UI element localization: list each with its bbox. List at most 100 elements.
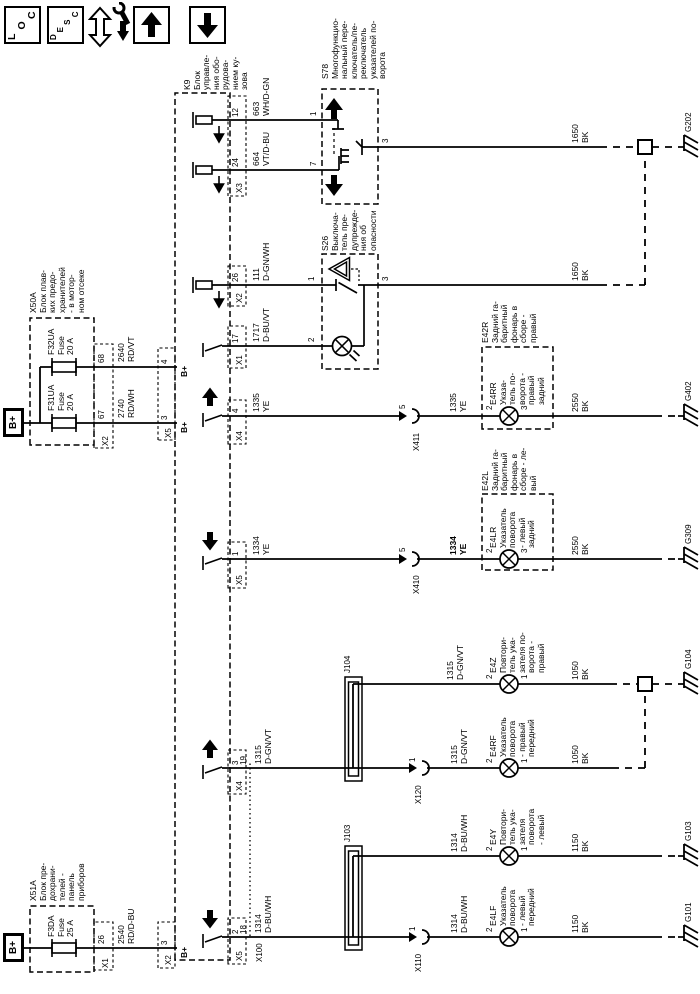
connector-label: X2 (235, 293, 244, 303)
pin-label: 2 (307, 337, 316, 342)
e42l-outline (481, 493, 554, 571)
pin-label: 1 (520, 846, 529, 851)
component-label-e4y: E4Y Повтори- тель ука- зателя поворота - … (488, 808, 546, 845)
pin-label: 1 (307, 276, 316, 281)
s78-switch-internals (322, 98, 378, 196)
pin-label: 3 (520, 548, 529, 553)
icon-letter: S (63, 19, 73, 25)
bplus-terminal: B+ (3, 933, 24, 962)
ground-label-g202: G202 (684, 112, 693, 132)
wire-label-1315: 1315 D-GN/VT (445, 645, 465, 680)
pin-label: 2 (485, 927, 494, 932)
hazard-triangle-icon (327, 256, 351, 282)
s26-switch-internals (322, 256, 378, 362)
connector-label: X5 (235, 951, 244, 961)
pin-label: 3 (520, 405, 529, 410)
icon-letter: L (6, 33, 18, 40)
wire-label-2540: 2540 RD/D-BU (116, 908, 136, 944)
wire-label-1314: 1314 D-BU/WH (449, 895, 469, 933)
wire-label-2640: 2640 RD/VT (116, 336, 136, 363)
pin-label: 3 (160, 940, 169, 945)
fuse-label-f3da: F3DA Fuse 25 A (46, 915, 75, 937)
pin-label: 5 (398, 404, 407, 409)
wire-label-1717: 1717 D-BU/VT (251, 308, 271, 342)
wires-solid (24, 119, 684, 949)
pin-label: 5 (398, 547, 407, 552)
pin-label: 1 (408, 926, 417, 931)
component-label-e4z: E4Z Повтори- тель ука- зателя по- ворота … (488, 632, 546, 673)
connector-label-x110: X110 (414, 953, 423, 972)
wire-label-1315: 1315 D-GN/VT (449, 729, 469, 764)
bplus-terminal: B+ (3, 408, 24, 437)
splice-icons (637, 139, 653, 692)
x51a-outline (29, 905, 95, 973)
adjust-view-icon (87, 0, 131, 48)
bplus-label: B+ (179, 365, 189, 377)
turn-direction-arrow-icons (202, 387, 218, 929)
wire-label-1050: 1050 BK (570, 745, 590, 764)
pin-label: 1 (520, 674, 529, 679)
pin-label: 3 (381, 276, 390, 281)
ground-icons (683, 134, 699, 948)
wire-label-1335: 1335 YE (251, 393, 271, 412)
wire-label-663: 663 WH/D-GN (251, 77, 271, 116)
connector-label-x410: X410 (412, 575, 421, 594)
wire-label-1334: 1334 YE (448, 536, 468, 555)
ground-label-g103: G103 (684, 821, 693, 841)
pin-label: 1 (309, 111, 318, 116)
bplus-label: B+ (179, 946, 189, 958)
pin-label: 17 (231, 334, 240, 343)
turn-signal-lamp-icons (499, 406, 519, 947)
connector-label-x120: X120 (414, 785, 423, 804)
pin-label: 68 (97, 354, 106, 363)
inline-connector-icons (399, 408, 430, 945)
component-label-s26: S26 Выключа- тель пре- дупрежде- ния об о… (320, 209, 378, 251)
wire-label-1650: 1650 BK (570, 124, 590, 143)
pin-label: 2 (485, 548, 494, 553)
wire-label-1650: 1650 BK (570, 262, 590, 281)
bplus-label: B+ (179, 421, 189, 433)
down-arrow-button[interactable] (189, 6, 226, 44)
up-arrow-button[interactable] (133, 6, 170, 44)
pin-label: 67 (97, 410, 106, 419)
pin-label: 4 (231, 408, 240, 413)
wire-label-1334: 1334 YE (251, 536, 271, 555)
pin-label: 3 (160, 415, 169, 420)
icon-letter: E (56, 27, 66, 33)
wire-label-1314: 1314 D-BU/WH (449, 814, 469, 852)
connector-label: X4 (235, 781, 244, 791)
connector-label: X2 (101, 436, 110, 446)
connector-label: X5 (164, 428, 173, 438)
connector-label: X3 (235, 183, 244, 193)
connector-brackets (93, 95, 247, 971)
wire-label-2740: 2740 RD/WH (116, 389, 136, 418)
pin-label: 2 (485, 846, 494, 851)
e42r-outline (481, 346, 554, 430)
pin-label: 1 (408, 757, 417, 762)
k9-outline (174, 92, 231, 961)
wire-label-1335: 1335 YE (448, 393, 468, 412)
pin-label: 26 (231, 273, 240, 282)
connector-label: X4 (235, 431, 244, 441)
fuse-label-f31ua: F31UA Fuse 20 A (46, 384, 75, 411)
k9-driver-icons (192, 112, 225, 948)
component-label-e4lf: E4LF Указатель поворота - левый передний (488, 886, 536, 926)
wire-label-1315: 1315 D-GN/VT (253, 729, 273, 764)
icon-letter: D (49, 34, 58, 40)
component-label-k9: K9 Блок управле- ния обо- рудова- нием ку… (182, 54, 249, 90)
pin-label: 1 (520, 927, 529, 932)
pin-label: 3 (381, 138, 390, 143)
adjust-view-button[interactable] (87, 0, 132, 48)
component-label-x50a: X50A Блок плав- ких предо- хранителей - в… (28, 267, 86, 313)
pin-label: 26 (97, 935, 106, 944)
up-arrow-icon (141, 12, 162, 37)
icon-letter: C (25, 11, 38, 19)
pin-label: 18 (239, 925, 248, 934)
pin-label: 2 (485, 674, 494, 679)
pin-label: 7 (309, 161, 318, 166)
pin-label: 12 (231, 108, 240, 117)
